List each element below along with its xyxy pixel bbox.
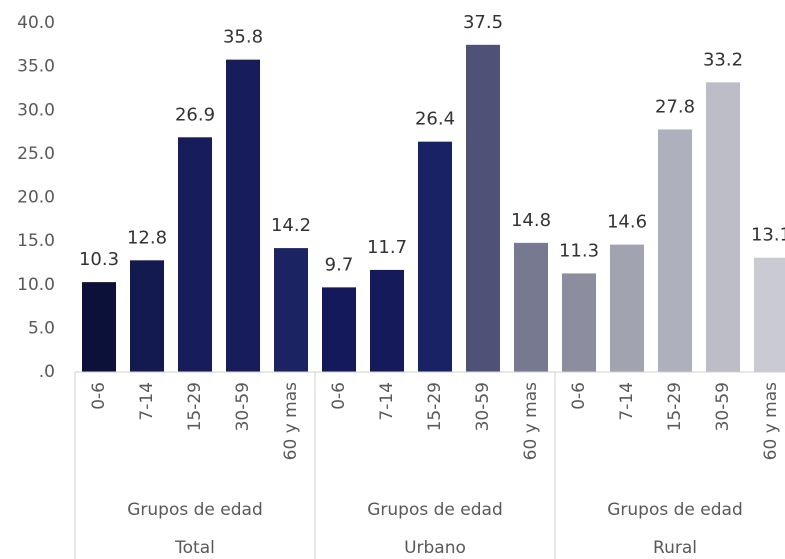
data-label: 10.3 xyxy=(79,249,119,270)
x-tick-label: 60 y mas xyxy=(281,382,301,460)
group-label: Total xyxy=(174,538,215,558)
x-tick-label: 30-59 xyxy=(473,382,493,431)
x-tick-label: 0-6 xyxy=(89,382,109,410)
x-tick-label: 7-14 xyxy=(617,382,637,421)
x-tick-label: 15-29 xyxy=(185,382,205,431)
group-label: Rural xyxy=(653,538,697,558)
y-tick-label: 30.0 xyxy=(17,100,55,120)
data-label: 11.7 xyxy=(367,237,407,258)
x-tick-label: 0-6 xyxy=(329,382,349,410)
x-tick-label: 7-14 xyxy=(137,382,157,421)
data-label: 14.6 xyxy=(607,212,647,233)
bar xyxy=(322,287,356,372)
x-tick-label: 30-59 xyxy=(233,382,253,431)
bar xyxy=(418,141,452,372)
group-sublabel: Grupos de edad xyxy=(607,500,743,520)
y-tick-label: 10.0 xyxy=(17,275,55,295)
y-tick-label: .0 xyxy=(39,362,55,382)
x-tick-label: 15-29 xyxy=(665,382,685,431)
bar xyxy=(658,129,692,372)
data-label: 27.8 xyxy=(655,96,695,117)
data-label: 26.9 xyxy=(175,104,215,125)
bar xyxy=(370,269,404,372)
bar xyxy=(562,273,596,372)
bar xyxy=(130,260,164,372)
data-label: 33.2 xyxy=(703,49,743,70)
data-label: 35.8 xyxy=(223,27,263,48)
x-tick-label: 0-6 xyxy=(569,382,589,410)
bar xyxy=(514,242,548,372)
y-tick-label: 35.0 xyxy=(17,57,55,77)
y-tick-label: 40.0 xyxy=(17,13,55,33)
data-label: 26.4 xyxy=(415,109,455,130)
bar xyxy=(82,282,116,372)
group-sublabel: Grupos de edad xyxy=(367,500,503,520)
data-label: 14.8 xyxy=(511,210,551,231)
x-tick-label: 60 y mas xyxy=(521,382,541,460)
y-tick-label: 25.0 xyxy=(17,144,55,164)
data-label: 12.8 xyxy=(127,227,167,248)
x-tick-label: 60 y mas xyxy=(761,382,781,460)
data-label: 14.2 xyxy=(271,215,311,236)
data-label: 13.1 xyxy=(751,225,785,246)
data-label: 9.7 xyxy=(325,254,354,275)
y-tick-label: 20.0 xyxy=(17,188,55,208)
group-sublabel: Grupos de edad xyxy=(127,500,263,520)
bar xyxy=(178,137,212,372)
x-tick-label: 15-29 xyxy=(425,382,445,431)
data-label: 11.3 xyxy=(559,240,599,261)
group-label: Urbano xyxy=(404,538,466,558)
data-label: 37.5 xyxy=(463,12,503,33)
bar xyxy=(274,248,308,372)
bar xyxy=(466,44,500,372)
x-tick-label: 7-14 xyxy=(377,382,397,421)
y-tick-label: 5.0 xyxy=(28,318,55,338)
bar xyxy=(610,244,644,372)
bar xyxy=(226,59,260,373)
bar xyxy=(754,257,785,372)
x-tick-label: 30-59 xyxy=(713,382,733,431)
y-tick-label: 15.0 xyxy=(17,231,55,251)
bar xyxy=(706,82,740,372)
